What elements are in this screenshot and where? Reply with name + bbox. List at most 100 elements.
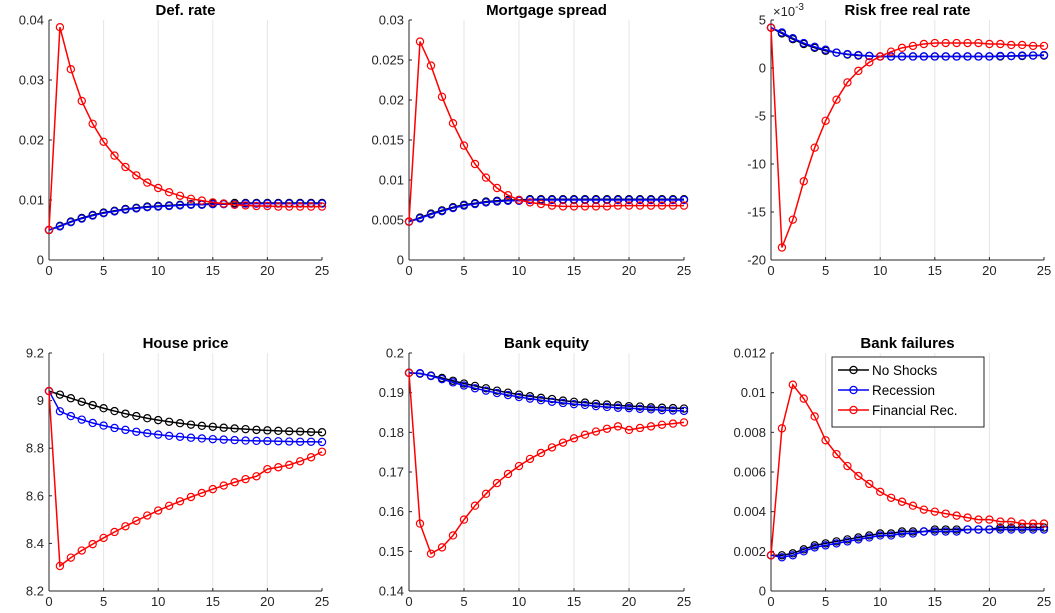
data-point (832, 539, 841, 548)
data-point (613, 401, 623, 410)
axes-2: 0 5 10 15 20 25 -20 -15 -10 -5 0 5 ×10-3 Risk free re… (747, 2, 1051, 278)
data-point (121, 522, 130, 531)
series-line-0 (408, 198, 684, 223)
axes-0: 0 5 10 15 20 25 0 0.01 0.02 0.03 0.04 Def. rate (19, 2, 330, 278)
data-point (503, 469, 513, 479)
data-point (437, 206, 447, 216)
x-tick-label: 0 (767, 594, 774, 609)
data-point (810, 42, 819, 52)
x-tick-label: 10 (512, 594, 526, 609)
x-tick-label: 15 (206, 594, 220, 609)
axes-4: 0 5 10 15 20 25 0.14 0.15 0.16 0.17 0.18 0.19 0.2 Ban… (379, 335, 692, 609)
data-point (153, 202, 163, 211)
data-point (1028, 51, 1038, 60)
data-point (668, 419, 678, 428)
data-point (952, 511, 961, 520)
data-point (1039, 41, 1049, 51)
y-tick-label: 0.01 (379, 173, 404, 188)
data-point (1028, 519, 1038, 528)
x-tick-label: 10 (151, 263, 165, 278)
data-point (263, 464, 272, 474)
x-tick-label: 25 (315, 594, 329, 609)
data-point (88, 418, 97, 428)
data-point (679, 195, 689, 205)
data-point (306, 427, 316, 437)
chart-title: Bank failures (860, 335, 954, 352)
data-point (470, 381, 480, 391)
data-point (591, 195, 601, 205)
data-point (547, 195, 557, 205)
data-point (99, 137, 108, 146)
data-point (1007, 51, 1016, 61)
x-tick-label: 15 (206, 263, 220, 278)
data-point (821, 45, 830, 54)
chart-title: House price (143, 335, 229, 352)
legend-marker (849, 405, 858, 415)
data-point (974, 38, 983, 48)
data-point (55, 561, 65, 571)
data-point (635, 201, 645, 210)
data-point (448, 203, 458, 213)
data-point (197, 421, 207, 431)
data-point (952, 38, 961, 48)
y-tick-label: 0.02 (379, 93, 404, 108)
x-tick-label: 25 (677, 594, 691, 609)
y-tick-label: 0.18 (379, 425, 404, 440)
data-point (514, 461, 524, 471)
data-point (110, 423, 119, 433)
y-tick-label: 0 (37, 253, 44, 268)
data-point (536, 448, 546, 458)
data-point (110, 207, 119, 216)
data-point (77, 546, 86, 555)
data-point (525, 454, 535, 464)
y-tick-label: 0.02 (19, 133, 44, 148)
data-point (525, 198, 535, 207)
data-point (646, 201, 656, 210)
data-point (295, 457, 305, 466)
data-point (536, 396, 546, 405)
data-point (437, 374, 447, 384)
series-line-2 (770, 383, 1044, 556)
data-point (985, 515, 994, 524)
series-line-1 (48, 390, 323, 443)
data-point (799, 394, 808, 403)
data-point (919, 505, 929, 514)
data-point (492, 386, 502, 395)
data-point (897, 497, 907, 506)
data-point (788, 380, 798, 389)
x-tick-label: 5 (822, 263, 829, 278)
data-point (854, 471, 863, 481)
data-point (208, 484, 217, 494)
data-point (799, 547, 808, 556)
chart-title: Bank equity (504, 335, 590, 352)
data-point (810, 412, 819, 421)
data-point (186, 420, 196, 429)
data-point (865, 533, 874, 542)
data-point (99, 208, 108, 218)
data-point (580, 430, 590, 439)
series-line-0 (48, 390, 323, 433)
data-point (77, 214, 86, 223)
data-point (843, 461, 852, 471)
x-tick-label: 0 (45, 263, 52, 278)
data-point (963, 38, 972, 48)
data-point (569, 434, 579, 443)
data-point (99, 404, 108, 413)
y-tick-label: 0.008 (733, 425, 766, 440)
legend-label: Financial Rec. (872, 403, 958, 418)
data-point (164, 201, 174, 211)
data-point (88, 119, 97, 129)
series-line-2 (408, 41, 684, 222)
data-point (624, 425, 634, 435)
data-point (908, 501, 918, 510)
data-point (624, 201, 634, 210)
data-point (679, 406, 689, 416)
x-tick-label: 5 (460, 594, 467, 609)
y-tick-label: -5 (754, 109, 766, 124)
data-point (1039, 50, 1049, 60)
data-point (153, 430, 163, 439)
data-point (766, 551, 776, 560)
y-tick-label: 9 (37, 393, 44, 408)
data-point (492, 183, 502, 193)
data-point (974, 515, 983, 524)
